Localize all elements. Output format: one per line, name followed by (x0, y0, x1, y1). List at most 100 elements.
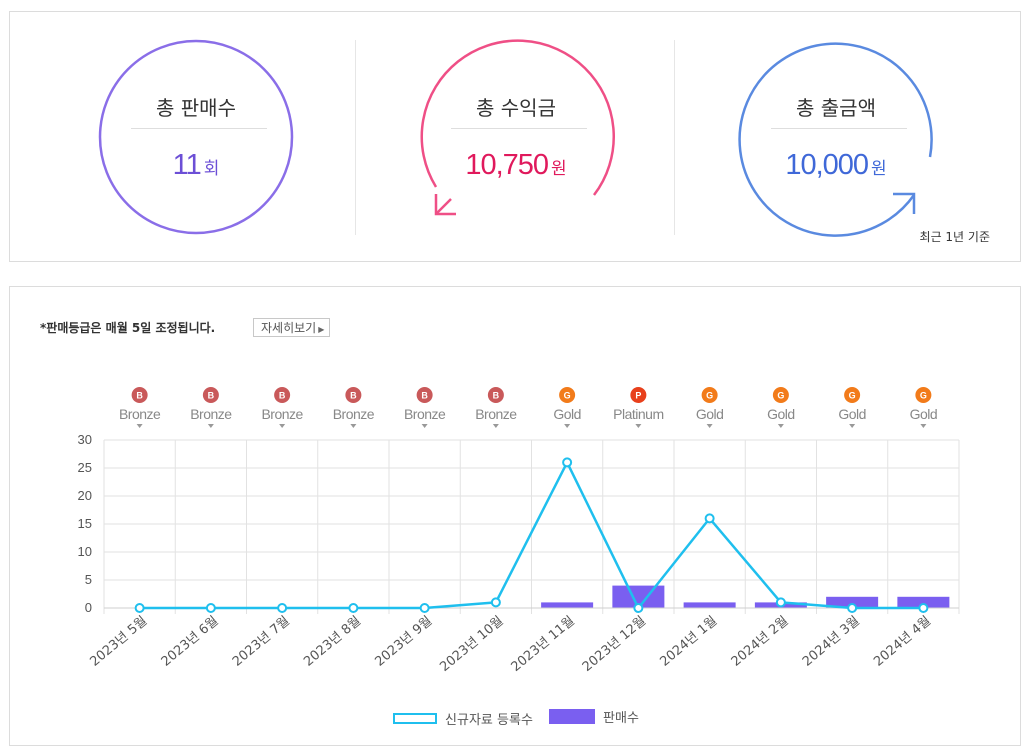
grade-badge-letter: B (279, 391, 286, 401)
revenue-cycle-icon (420, 39, 615, 216)
grade-label: Platinum (613, 406, 663, 422)
total-revenue-number: 10,750 (465, 149, 549, 181)
bar-sales (683, 602, 736, 608)
x-tick-label: 2023년 6월 (159, 614, 222, 670)
caret-down-icon (849, 424, 856, 428)
legend-item-registrations[interactable]: 신규자료 등록수 (393, 709, 533, 728)
grade-badge-icon (202, 387, 219, 403)
grade-label: Bronze (333, 406, 375, 422)
sales-ring-icon (98, 39, 294, 235)
y-tick-label: 25 (78, 460, 92, 475)
x-tick-label: 2023년 9월 (372, 614, 435, 670)
grade-label: Gold (910, 406, 938, 422)
grade-badge-bronze: B Bronze (404, 387, 447, 428)
line-point (562, 457, 573, 468)
total-revenue-unit: 원 (551, 159, 567, 179)
total-withdrawal-value: 10,000 원 (736, 149, 936, 182)
grade-badge-letter: G (706, 391, 713, 401)
grade-badge-letter: B (350, 391, 357, 401)
grade-badge-letter: G (777, 391, 784, 401)
caret-down-icon (706, 424, 713, 428)
x-tick-label: 2023년 7월 (230, 614, 293, 670)
line-point (704, 513, 715, 524)
y-tick-label: 5 (85, 572, 92, 587)
grade-badge-icon (844, 387, 861, 403)
column-divider (355, 40, 356, 235)
legend-item-sales[interactable]: 판매수 (549, 707, 639, 726)
grade-label: Bronze (190, 406, 232, 422)
grade-label: Bronze (475, 406, 517, 422)
bar-sales (826, 596, 879, 608)
grade-badge-icon (630, 387, 647, 403)
total-withdrawal-title: 총 출금액 (796, 96, 876, 120)
total-sales-unit: 회 (203, 159, 220, 179)
x-tick-label: 2023년 10월 (437, 614, 506, 675)
grade-badge-icon (559, 387, 576, 403)
caret-down-icon (136, 424, 143, 428)
grade-label: Bronze (261, 406, 303, 422)
total-withdrawal-unit: 원 (871, 159, 887, 179)
y-tick-label: 20 (78, 488, 92, 503)
caret-down-icon (635, 424, 642, 428)
total-withdrawal-stat: 총 출금액 10,000 원 (736, 12, 936, 263)
y-tick-label: 15 (78, 516, 92, 531)
line-point (134, 603, 145, 613)
grade-badge-gold: G Gold (696, 387, 724, 428)
bar-sales (897, 596, 950, 608)
line-point (633, 603, 644, 613)
column-divider (674, 40, 675, 235)
total-sales-stat: 총 판매수 11 회 (96, 12, 296, 263)
total-sales-value: 11 회 (96, 149, 296, 182)
sales-chart: 0 5 10 15 20 25 30 B Bronze B Bronze B Bronze B Bronze… (78, 387, 960, 675)
x-tick-label: 2024년 4월 (871, 614, 934, 670)
grade-badge-bronze: B Bronze (261, 387, 304, 428)
y-tick-label: 30 (78, 432, 92, 447)
total-revenue-title: 총 수익금 (476, 96, 556, 120)
y-tick-label: 10 (78, 544, 92, 559)
grade-badge-gold: G Gold (910, 387, 938, 428)
x-tick-label: 2023년 12월 (580, 614, 649, 675)
grade-badge-letter: B (136, 391, 143, 401)
total-revenue-stat: 총 수익금 10,750 원 (416, 12, 616, 263)
line-point (847, 603, 858, 613)
line-point (490, 597, 501, 608)
grade-badge-icon (772, 387, 789, 403)
withdrawal-cycle-icon (738, 42, 933, 237)
grade-badge-gold: G Gold (553, 387, 581, 428)
grade-label: Bronze (119, 406, 161, 422)
grade-badge-icon (701, 387, 718, 403)
grade-badge-icon (915, 387, 932, 403)
divider (451, 128, 587, 129)
grade-badge-gold: G Gold (838, 387, 866, 428)
summary-panel: 총 판매수 11 회 총 수익금 10,750 원 총 출금액 10,000 원 최근… (9, 11, 1021, 262)
caret-down-icon (564, 424, 571, 428)
grade-badge-letter: B (421, 391, 428, 401)
y-tick-label: 0 (85, 600, 92, 615)
grade-badge-letter: B (208, 391, 215, 401)
legend-label-registrations: 신규자료 등록수 (445, 713, 533, 728)
caret-right-icon: ▶ (318, 325, 325, 334)
total-sales-title: 총 판매수 (156, 96, 236, 120)
grade-badge-icon (131, 387, 148, 403)
grade-badge-bronze: B Bronze (333, 387, 375, 428)
divider (771, 128, 907, 129)
total-revenue-value: 10,750 원 (416, 149, 616, 182)
x-tick-label: 2023년 8월 (301, 614, 364, 670)
chart-legend: 신규자료 등록수 판매수 (10, 707, 1022, 728)
grade-badge-bronze: B Bronze (190, 387, 233, 428)
chart-panel: *판매등급은 매월 5일 조정됩니다. 자세히보기 ▶ 0 5 10 15 20 25 30 B… (9, 286, 1021, 746)
caret-down-icon (207, 424, 214, 428)
total-withdrawal-number: 10,000 (785, 149, 869, 181)
grade-badge-bronze: B Bronze (119, 387, 162, 428)
x-tick-label: 2023년 5월 (87, 614, 150, 670)
divider (131, 128, 267, 129)
legend-label-sales: 판매수 (603, 711, 639, 726)
detail-button[interactable]: 자세히보기 ▶ (253, 318, 331, 337)
caret-down-icon (421, 424, 428, 428)
grade-badge-bronze: B Bronze (475, 387, 518, 428)
grade-badge-letter: G (849, 391, 856, 401)
grade-badge-icon (416, 387, 433, 403)
legend-bar-swatch (549, 709, 596, 724)
grade-label: Gold (553, 406, 581, 422)
line-point (205, 603, 216, 613)
